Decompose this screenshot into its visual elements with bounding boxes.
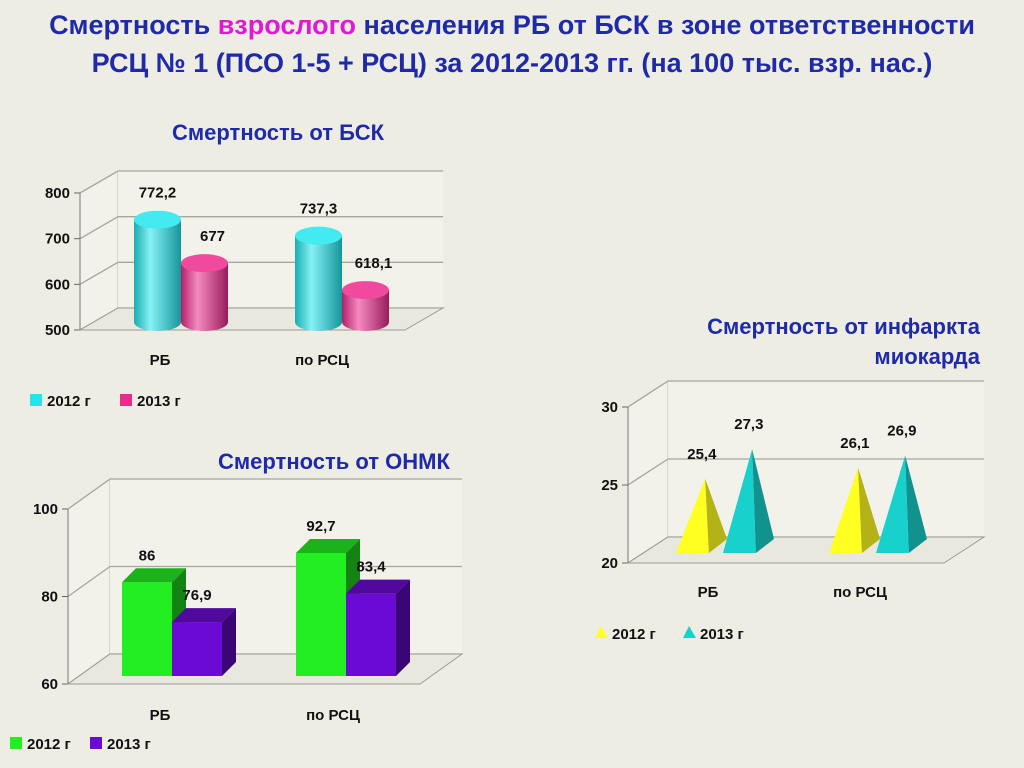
bsk-side-wall (79, 170, 119, 331)
bsk-category-label: РБ (150, 352, 171, 369)
onmk-y-tick-label: 60 (41, 676, 58, 693)
im-legend-label: 2012 г (612, 626, 656, 643)
im-data-label: 25,4 (687, 446, 717, 463)
bsk-chart: 500 600 700 800 772,2 677 РБ 737,3 618,1 по РСЦ 20… (30, 170, 445, 410)
onmk-chart-title: Смертность от ОНМК (218, 449, 450, 474)
title-part2: населения РБ от БСК в зоне ответственнос… (356, 10, 975, 40)
onmk-data-label: 92,7 (306, 518, 335, 535)
im-gridline (627, 380, 984, 408)
bsk-y-tick-label: 500 (45, 322, 70, 339)
title-line2: РСЦ № 1 (ПСО 1-5 + РСЦ) за 2012-2013 гг.… (91, 48, 933, 78)
bsk-data-label: 618,1 (355, 255, 393, 272)
onmk-legend-label: 2013 г (107, 736, 151, 753)
onmk-legend-label: 2012 г (27, 736, 71, 753)
im-data-label: 26,1 (840, 435, 869, 452)
bsk-data-label: 772,2 (139, 185, 177, 202)
onmk-bar-rsc-2013г (346, 579, 410, 676)
onmk-data-label: 83,4 (356, 559, 386, 576)
slide-title: Смертность взрослого населения РБ от БСК… (0, 6, 1024, 82)
onmk-legend-swatch (90, 737, 102, 749)
im-legend-swatch (595, 626, 608, 638)
im-category-label: РБ (698, 584, 719, 601)
bsk-y-tick-label: 700 (45, 231, 70, 248)
onmk-legend-swatch (10, 737, 22, 749)
im-category-label: по РСЦ (833, 584, 887, 601)
bsk-gridline (79, 216, 443, 240)
onmk-data-label: 86 (139, 547, 156, 564)
bsk-y-tick-label: 800 (45, 185, 70, 202)
bsk-bar-rsc-2013г (342, 281, 389, 331)
onmk-gridline (67, 478, 462, 510)
bsk-data-label: 737,3 (300, 201, 338, 218)
im-legend-swatch (683, 626, 696, 638)
im-bar-rsc-2012г (829, 467, 880, 553)
onmk-data-label: 76,9 (182, 587, 211, 604)
bsk-legend-swatch (30, 394, 42, 406)
bsk-bar-rb-2012г (134, 210, 181, 331)
bsk-bar-rb-2013г (181, 254, 228, 331)
onmk-chart: 60 80 100 86 76,9 РБ 92,7 83,4 по РСЦ 2012 г 2013 … (10, 478, 464, 753)
im-y-tick-label: 30 (601, 399, 618, 416)
onmk-y-tick-label: 80 (41, 589, 58, 606)
bsk-chart-title: Смертность от БСК (172, 120, 385, 145)
im-y-tick-label: 25 (601, 477, 618, 494)
im-bar-rsc-2013г (876, 455, 927, 553)
im-bar-rb-2012г (676, 478, 727, 553)
bsk-legend-label: 2012 г (47, 393, 91, 410)
im-data-label: 27,3 (734, 416, 763, 433)
bsk-gridline (79, 170, 443, 194)
onmk-category-label: по РСЦ (306, 707, 360, 724)
im-data-label: 26,9 (887, 422, 916, 439)
im-chart: 20 25 30 25,4 27,3 РБ 26,1 26,9 по РСЦ 2012 г 2013… (595, 380, 986, 643)
bsk-legend-swatch (120, 394, 132, 406)
im-y-tick-label: 20 (601, 555, 618, 572)
im-bar-rb-2013г (723, 449, 774, 553)
bsk-legend-label: 2013 г (137, 393, 181, 410)
im-gridline (627, 458, 984, 486)
onmk-category-label: РБ (150, 707, 171, 724)
title-part1: Смертность (49, 10, 218, 40)
title-highlight: взрослого (217, 10, 357, 40)
bsk-y-tick-label: 600 (45, 276, 70, 293)
bsk-data-label: 677 (200, 228, 225, 245)
im-chart-title: Смертность от инфаркта миокарда (707, 314, 980, 369)
bsk-bar-rsc-2012г (295, 226, 342, 331)
onmk-bar-rb-2013г (172, 608, 236, 676)
im-legend-label: 2013 г (700, 626, 744, 643)
onmk-y-tick-label: 100 (33, 501, 58, 518)
bsk-category-label: по РСЦ (295, 352, 349, 369)
